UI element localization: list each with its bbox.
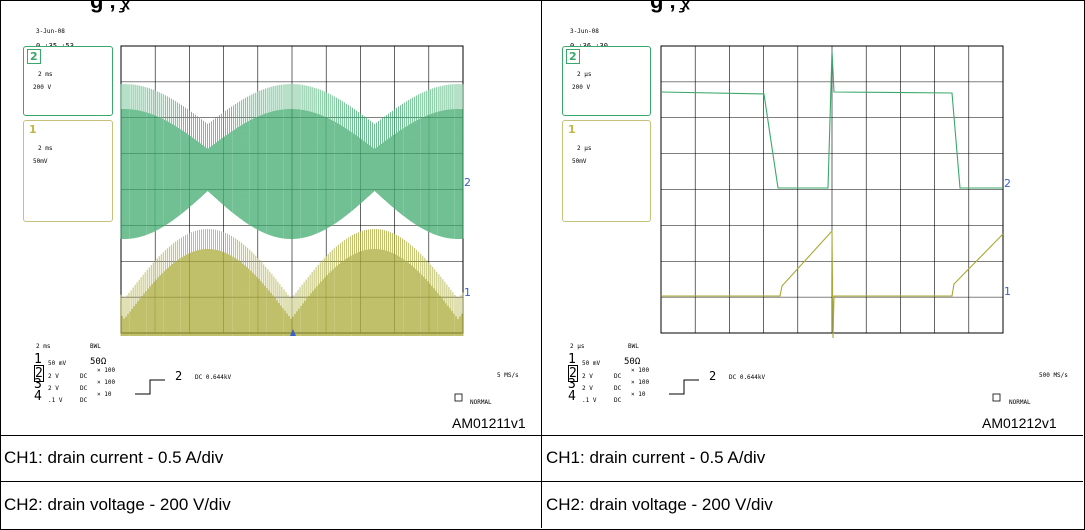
row-ch: 1: [34, 352, 42, 367]
caption-ch1-left: CH1: drain current - 0.5 A/div: [4, 448, 224, 467]
row-x: × 10: [97, 391, 112, 398]
row-c: 50Ω: [90, 357, 107, 367]
bwl-label: BWL: [90, 343, 101, 350]
cut-header-left: g ‚ ̧ₓ: [90, 0, 130, 13]
oscilloscope-display: 21: [660, 45, 1011, 402]
bottom-timebase: 2 μs: [570, 343, 585, 350]
row-v: .1 V: [48, 397, 63, 404]
ch1-timebase: 2 μs: [577, 145, 592, 152]
row-x: × 100: [631, 367, 650, 374]
sample-rate: 5 MS/s: [497, 372, 519, 379]
trigger-channel: 2: [709, 369, 717, 383]
row-c: DC: [614, 373, 622, 380]
bottom-timebase: 2 ms: [36, 343, 51, 350]
row-v: 2 V: [48, 385, 59, 392]
row-x: × 100: [631, 379, 650, 386]
ch1-number: 1: [568, 123, 576, 136]
row-x: × 100: [97, 367, 116, 374]
scope-date: 3-Jun-08: [570, 28, 599, 35]
row-c: DC: [614, 385, 622, 392]
cut-header-right: g ‚ ̧ₓ: [650, 0, 690, 13]
ch1-volts: 50mV: [33, 158, 48, 165]
ch2-number: 2: [27, 49, 41, 64]
row-c: DC: [80, 397, 88, 404]
row-divider: [0, 435, 1083, 436]
ch2-timebase: 2 μs: [577, 71, 592, 78]
ch1-trace: [661, 229, 1004, 339]
ch1-timebase: 2 ms: [38, 145, 53, 152]
scope-screenshot-left: 3-Jun-08 0 :35 :53 2 2 ms 200 V 1 2 ms 5…: [0, 24, 541, 435]
caption-ch2-left: CH2: drain voltage - 200 V/div: [4, 495, 231, 514]
row-ch: 2: [34, 365, 44, 382]
ch1-info-box: 1 2 ms 50mV: [23, 120, 113, 222]
row-ch: 4: [568, 389, 576, 404]
trigger-level: DC 0.644kV: [195, 374, 232, 381]
row-c: DC: [80, 385, 88, 392]
row-x: × 10: [631, 391, 646, 398]
ch1-volts: 50mV: [572, 158, 587, 165]
row-v: 2 V: [582, 373, 593, 380]
row-ch: 3: [34, 377, 42, 392]
figure-reference: AM01211v1: [452, 415, 526, 431]
row-ch: 3: [568, 377, 576, 392]
row-v: 50 mV: [582, 360, 601, 367]
row-v: 2 V: [582, 385, 593, 392]
ch2-number: 2: [566, 49, 580, 64]
checkbox-icon: [992, 393, 1001, 402]
bwl-label: BWL: [628, 343, 639, 350]
row-c: DC: [614, 397, 622, 404]
ch1-number: 1: [29, 123, 37, 136]
row-v: 50 mV: [48, 360, 67, 367]
row-v: 2 V: [48, 373, 59, 380]
scope-screenshot-right: 3-Jun-08 0 :36 :30 2 2 μs 200 V 1 2 μs 5…: [542, 24, 1083, 435]
ch2-marker: 2: [464, 176, 471, 189]
column-divider: [541, 0, 542, 528]
ch2-trace: [120, 84, 464, 239]
trigger-edge-icon: [669, 379, 699, 395]
row-ch: 4: [34, 389, 42, 404]
ch1-trace: [120, 229, 464, 336]
figure-reference: AM01212v1: [982, 415, 1057, 431]
row-c: 50Ω: [624, 357, 641, 367]
ch1-marker: 1: [464, 286, 471, 299]
oscilloscope-display: 21: [120, 45, 471, 402]
ch2-marker: 2: [1004, 177, 1011, 190]
caption-ch2-right: CH2: drain voltage - 200 V/div: [546, 495, 773, 514]
ch1-info-box: 1 2 μs 50mV: [562, 120, 651, 222]
row-ch: 1: [568, 352, 576, 367]
ch2-timebase: 2 ms: [38, 71, 53, 78]
ch1-marker: 1: [1004, 285, 1011, 298]
row-c: DC: [80, 373, 88, 380]
trigger-channel: 2: [175, 369, 183, 383]
ch2-volts: 200 V: [572, 84, 591, 91]
checkbox-icon: [454, 393, 463, 402]
ch2-info-box: 2 2 ms 200 V: [23, 46, 113, 116]
mode: NORMAL: [470, 399, 492, 406]
row-v: .1 V: [582, 397, 597, 404]
row-x: × 100: [97, 379, 116, 386]
ch2-volts: 200 V: [33, 84, 52, 91]
trigger-position-marker: [290, 329, 296, 336]
sample-rate: 500 MS/s: [1039, 372, 1068, 379]
trigger-edge-icon: [135, 379, 165, 395]
row-ch: 2: [568, 365, 578, 382]
ch2-trace: [660, 50, 1003, 189]
mode: NORMAL: [1009, 399, 1031, 406]
scope-date: 3-Jun-08: [36, 28, 65, 35]
row-divider: [0, 481, 1083, 482]
ch2-info-box: 2 2 μs 200 V: [562, 46, 651, 116]
caption-ch1-right: CH1: drain current - 0.5 A/div: [546, 448, 766, 467]
trigger-level: DC 0.644kV: [729, 374, 766, 381]
